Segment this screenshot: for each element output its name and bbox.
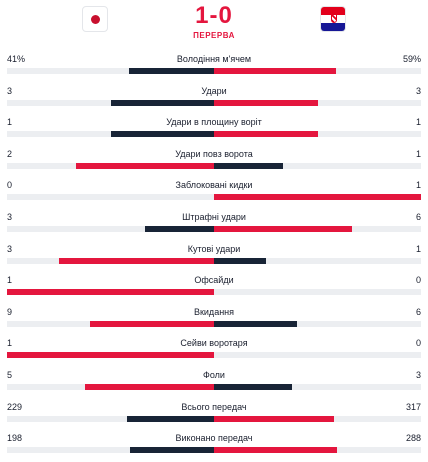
stat-label: Удари в площину воріт: [166, 117, 262, 128]
stat-row: 0 Заблоковані кидки 1: [0, 179, 428, 203]
stat-label: Вкидання: [193, 306, 235, 317]
stat-row: 3 Кутові удари 1: [0, 243, 428, 267]
stat-bar-track: [7, 289, 421, 296]
stat-home-value: 2: [7, 148, 13, 159]
stat-home-bar: [127, 415, 214, 422]
stat-home-bar: [129, 68, 214, 74]
stat-away-value: 6: [415, 306, 421, 317]
stat-bar-track: [7, 352, 421, 359]
stat-label: Володіння м'ячем: [176, 54, 252, 64]
stat-bar-track: [7, 194, 421, 201]
japan-flag-icon[interactable]: [82, 6, 108, 32]
stat-home-value: 1: [7, 117, 13, 128]
stat-home-value: 41%: [7, 54, 26, 64]
stat-row: 3 Штрафні удари 6: [0, 211, 428, 235]
stat-row: 2 Удари повз ворота 1: [0, 148, 428, 172]
stat-away-value: 0: [415, 338, 421, 349]
stat-label: Фоли: [203, 370, 225, 380]
stat-label: Удари повз ворота: [175, 148, 253, 159]
match-header: 1-0 ПЕРЕРВА: [0, 0, 428, 48]
stat-home-value: 3: [7, 212, 13, 222]
stat-bar-track: [7, 99, 421, 106]
stat-away-bar: [214, 384, 292, 390]
stat-label: Офсайди: [194, 275, 234, 286]
stat-home-bar: [7, 289, 214, 296]
japan-flag-disc: [91, 15, 100, 24]
croatia-shield-icon: [331, 14, 337, 23]
stat-away-bar: [214, 257, 266, 264]
stat-label: Всього передач: [181, 401, 247, 412]
stat-away-bar: [214, 194, 421, 201]
stat-home-value: 229: [7, 401, 23, 412]
stat-label: Сейви воротаря: [180, 338, 248, 349]
stat-bar-track: [7, 162, 421, 169]
stat-row: 3 Удари 3: [0, 85, 428, 109]
croatia-flag-icon[interactable]: [320, 6, 346, 32]
stat-home-value: 0: [7, 180, 13, 191]
stat-row: 229 Всього передач 317: [0, 401, 428, 425]
stat-bar-track: [7, 415, 421, 422]
stat-home-value: 5: [7, 370, 13, 380]
stat-bar-track: [7, 226, 421, 232]
stat-home-bar: [110, 131, 214, 138]
stat-away-bar: [214, 320, 297, 327]
stat-bar-track: [7, 320, 421, 327]
stat-home-bar: [129, 447, 214, 454]
stat-away-bar: [214, 99, 318, 106]
stat-home-bar: [76, 162, 214, 169]
stat-away-bar: [214, 415, 335, 422]
stat-home-bar: [7, 352, 214, 359]
stat-bar-track: [7, 447, 421, 454]
stat-home-value: 3: [7, 85, 13, 96]
stat-home-value: 198: [7, 433, 23, 444]
stat-home-value: 1: [7, 338, 13, 349]
stat-home-bar: [110, 99, 214, 106]
stat-home-bar: [84, 384, 214, 390]
stat-bar-track: [7, 68, 421, 74]
stat-away-bar: [214, 162, 283, 169]
stat-bar-track: [7, 257, 421, 264]
stat-away-bar: [214, 226, 352, 232]
match-score: 1-0: [195, 2, 233, 29]
stat-away-value: 6: [415, 212, 421, 222]
flag-stripe-red: [321, 7, 345, 16]
stat-away-bar: [214, 131, 318, 138]
stat-home-value: 1: [7, 275, 13, 286]
stat-row: 1 Офсайди 0: [0, 274, 428, 298]
stat-away-value: 1: [415, 243, 421, 254]
stat-away-value: 3: [415, 85, 421, 96]
stat-away-value: 1: [415, 148, 421, 159]
stat-away-value: 317: [405, 401, 421, 412]
stat-bar-track: [7, 131, 421, 138]
stat-label: Виконано передач: [175, 433, 253, 444]
stat-label: Заблоковані кидки: [175, 180, 253, 191]
flag-stripe-blue: [321, 22, 345, 31]
stat-away-bar: [214, 68, 337, 74]
stat-away-value: 1: [415, 117, 421, 128]
stat-home-value: 9: [7, 306, 13, 317]
stat-away-value: 3: [415, 370, 421, 380]
stat-away-value: 288: [405, 433, 421, 444]
stat-away-value: 1: [415, 180, 421, 191]
stat-home-bar: [145, 226, 214, 232]
stat-home-bar: [89, 320, 214, 327]
stat-row: 9 Вкидання 6: [0, 306, 428, 330]
match-status: ПЕРЕРВА: [193, 31, 235, 40]
stat-label: Кутові удари: [187, 243, 241, 254]
stat-row: 41% Володіння м'ячем 59%: [0, 53, 428, 77]
stat-row: 198 Виконано передач 288: [0, 432, 428, 456]
stat-row: 1 Сейви воротаря 0: [0, 337, 428, 361]
stat-home-value: 3: [7, 243, 13, 254]
stat-row: 5 Фоли 3: [0, 369, 428, 393]
stat-away-value: 59%: [402, 54, 421, 64]
stat-bar-track: [7, 384, 421, 390]
stat-label: Штрафні удари: [182, 212, 246, 222]
stat-away-bar: [214, 447, 337, 454]
stat-away-value: 0: [415, 275, 421, 286]
stat-label: Удари: [201, 85, 227, 96]
stat-row: 1 Удари в площину воріт 1: [0, 116, 428, 140]
stat-home-bar: [58, 257, 214, 264]
